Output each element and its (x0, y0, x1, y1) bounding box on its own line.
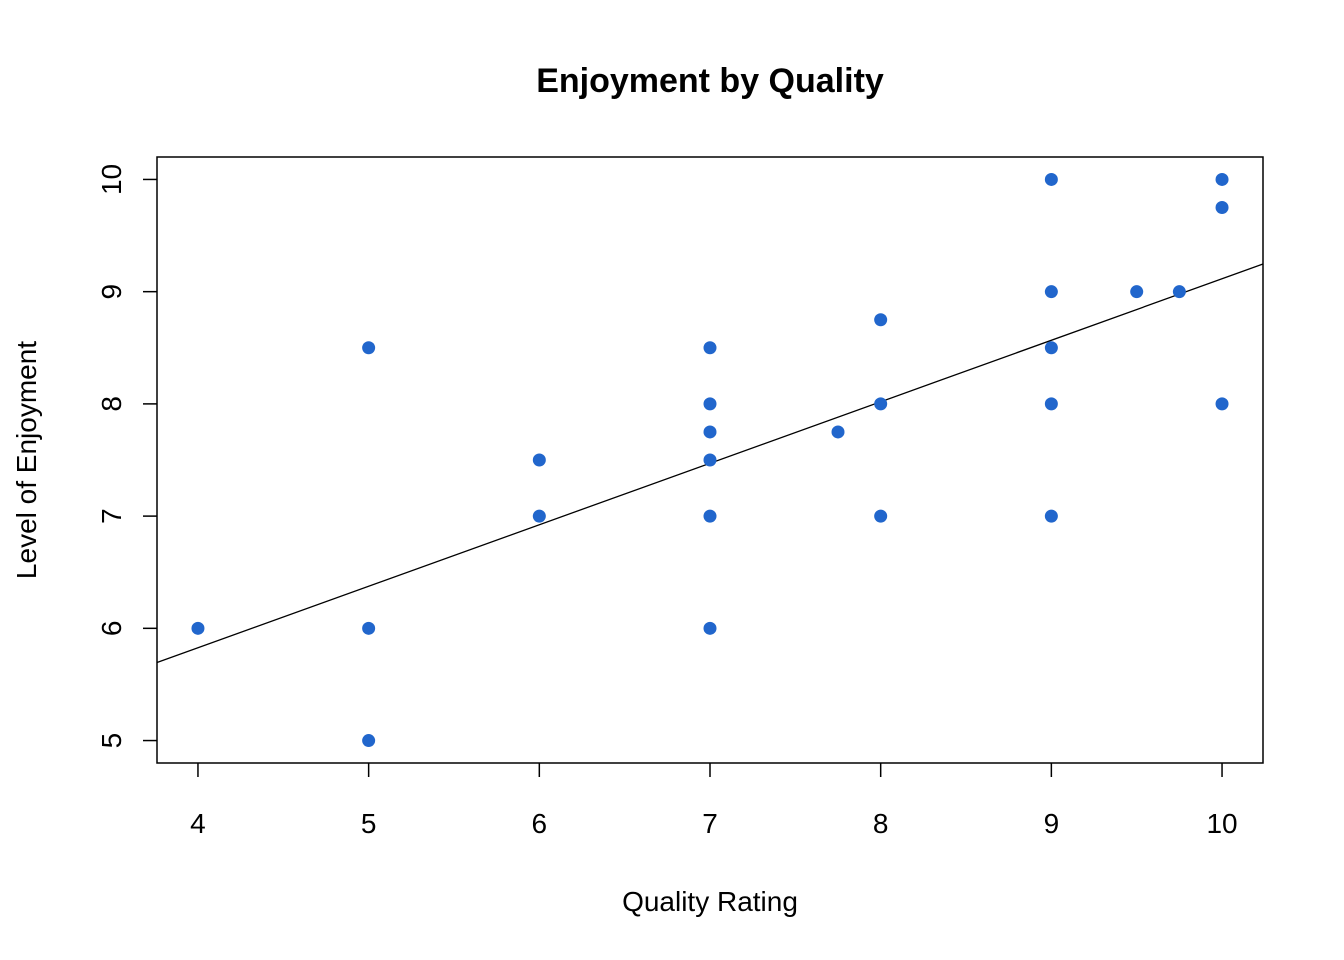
data-point (703, 621, 717, 635)
y-tick-label: 9 (96, 284, 127, 300)
data-point (532, 509, 546, 523)
y-tick-label: 8 (96, 396, 127, 412)
x-tick-label: 8 (873, 808, 889, 839)
data-point (703, 341, 717, 355)
x-axis-label: Quality Rating (622, 886, 798, 917)
data-point (1215, 201, 1229, 214)
data-point (874, 313, 888, 327)
y-axis: 5 6 7 8 9 10 (96, 164, 157, 748)
data-point (362, 734, 376, 748)
x-tick-label: 4 (190, 808, 206, 839)
data-point (874, 509, 888, 523)
data-point (1215, 397, 1229, 411)
data-point (1044, 341, 1058, 355)
x-tick-label: 6 (532, 808, 548, 839)
data-point (703, 453, 717, 467)
x-axis: 4 5 6 7 8 9 10 (190, 763, 1238, 839)
data-point (703, 509, 717, 523)
data-point (1044, 509, 1058, 523)
y-tick-label: 7 (96, 508, 127, 524)
data-point (1130, 285, 1144, 299)
data-point (1215, 172, 1229, 186)
data-point (874, 397, 888, 411)
data-point (703, 425, 717, 439)
data-point (1044, 285, 1058, 299)
x-tick-label: 9 (1044, 808, 1060, 839)
data-point (191, 621, 205, 635)
chart-title: Enjoyment by Quality (536, 62, 884, 100)
y-tick-label: 6 (96, 621, 127, 637)
data-point (362, 621, 376, 635)
x-tick-label: 5 (361, 808, 377, 839)
data-point (703, 397, 717, 411)
y-tick-label: 10 (96, 164, 127, 195)
x-tick-label: 10 (1206, 808, 1237, 839)
x-tick-label: 7 (702, 808, 718, 839)
data-point (1044, 397, 1058, 411)
data-point (1044, 172, 1058, 186)
data-points (191, 172, 1229, 748)
data-point (1172, 285, 1186, 299)
y-axis-label: Level of Enjoyment (11, 341, 42, 579)
data-point (532, 453, 546, 467)
y-tick-label: 5 (96, 733, 127, 749)
data-point (831, 425, 845, 439)
data-point (362, 341, 376, 355)
